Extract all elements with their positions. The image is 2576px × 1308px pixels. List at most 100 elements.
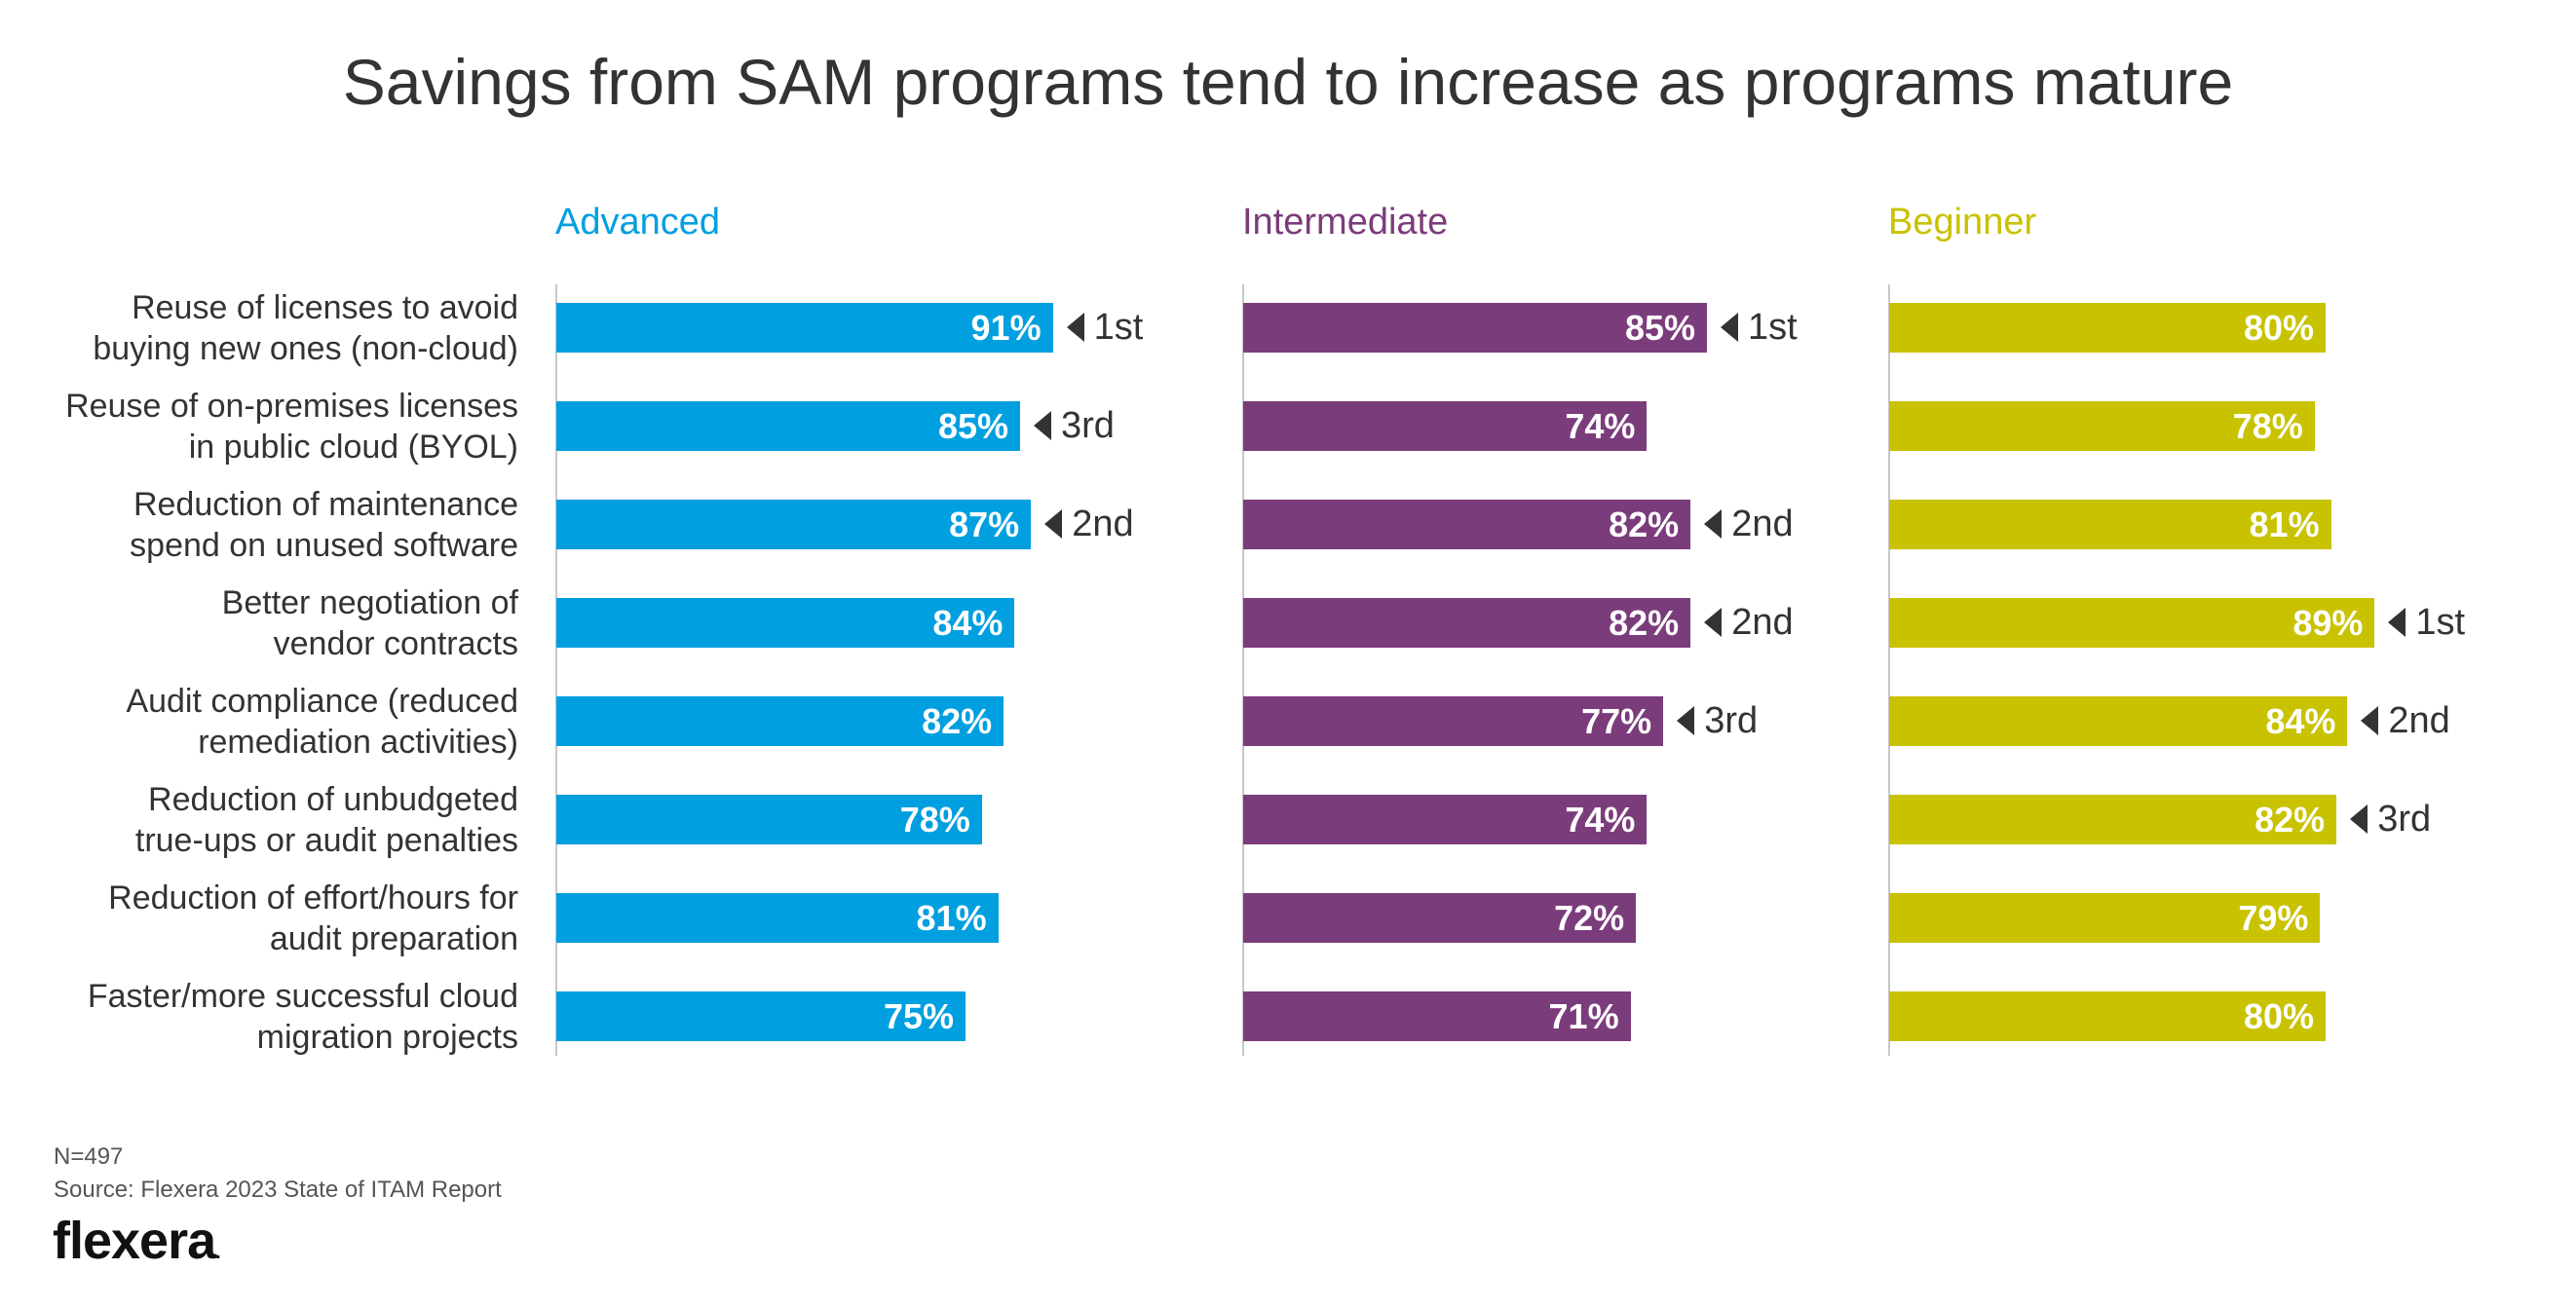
data-label: 81% (916, 898, 987, 938)
chart-title: Savings from SAM programs tend to increa… (342, 46, 2234, 118)
bar-beginner: 82% (1889, 795, 2337, 844)
logo-text: flexera (53, 1212, 216, 1270)
bar-beginner: 79% (1889, 893, 2321, 943)
bar-advanced: 85% (556, 401, 1020, 451)
category-label-line: Reuse of licenses to avoid (132, 289, 518, 326)
bar-intermediate: 77% (1243, 696, 1664, 746)
rank-arrow-icon (1066, 313, 1084, 342)
bar-advanced: 84% (556, 598, 1015, 648)
rank-label: 2nd (1731, 602, 1794, 643)
category-label: Reuse of licenses to avoid buying new one… (19, 287, 518, 369)
category-label-line: true-ups or audit penalties (134, 822, 518, 859)
category-label-line: remediation activities) (198, 724, 518, 761)
rank-arrow-icon (1721, 313, 1738, 342)
data-label: 89% (2292, 603, 2364, 643)
data-label: 78% (899, 800, 970, 840)
data-label: 81% (2249, 505, 2320, 544)
bar-intermediate: 82% (1243, 500, 1691, 549)
bar-intermediate: 72% (1243, 893, 1637, 943)
bar-beginner: 81% (1889, 500, 2331, 549)
category-label: Reduction of maintenance spend on unused … (19, 484, 518, 566)
data-label: 87% (949, 505, 1020, 544)
data-label: 82% (2254, 800, 2326, 840)
rank-arrow-icon (2350, 804, 2368, 834)
bar-intermediate: 82% (1243, 598, 1691, 648)
source-note: Source: Flexera 2023 State of ITAM Repor… (54, 1177, 502, 1203)
rank-arrow-icon (1044, 509, 1063, 539)
bar-advanced: 81% (556, 893, 999, 943)
data-label: 82% (1609, 603, 1680, 643)
category-label: Reuse of on-premises licenses in public c… (19, 386, 518, 467)
bar-beginner: 80% (1889, 303, 2326, 353)
rank-label: 2nd (2388, 700, 2450, 741)
rank-label: 2nd (1731, 504, 1794, 544)
category-label-line: Better negotiation of (221, 584, 518, 621)
data-label: 77% (1581, 701, 1652, 741)
panel-axis-line (555, 284, 557, 1056)
rank-arrow-icon (1034, 411, 1051, 440)
rank-label: 3rd (2377, 799, 2432, 840)
bar-intermediate: 74% (1243, 795, 1648, 844)
category-label-line: Faster/more successful cloud (87, 978, 518, 1015)
category-label-line: in public cloud (BYOL) (188, 429, 518, 466)
bar-beginner: 84% (1889, 696, 2348, 746)
bar-beginner: 89% (1889, 598, 2375, 648)
rank-label: 1st (2415, 602, 2466, 643)
rank-label: 1st (1093, 307, 1144, 348)
flexera-logo: flexera. (53, 1210, 221, 1284)
category-label-line: buying new ones (non-cloud) (93, 330, 518, 367)
bar-advanced: 82% (556, 696, 1004, 746)
data-label: 80% (2243, 308, 2314, 348)
panel-header-intermediate: Intermediate (1242, 202, 1449, 243)
category-label: Reduction of effort/hours for audit prepa… (19, 878, 518, 959)
panel-header-advanced: Advanced (555, 202, 721, 243)
bar-intermediate: 74% (1243, 401, 1648, 451)
rank-arrow-icon (1677, 706, 1695, 735)
rank-label: 3rd (1061, 405, 1115, 446)
data-label: 82% (1609, 505, 1680, 544)
data-label: 85% (937, 406, 1008, 446)
data-label: 84% (2265, 701, 2336, 741)
bar-advanced: 87% (556, 500, 1032, 549)
rank-arrow-icon (2388, 608, 2406, 637)
data-label: 71% (1548, 996, 1619, 1036)
category-label-line: Reduction of effort/hours for (108, 879, 518, 916)
data-label: 78% (2232, 406, 2303, 446)
data-label: 75% (883, 996, 954, 1036)
rank-label: 2nd (1072, 504, 1134, 544)
data-label: 74% (1565, 406, 1636, 446)
rank-arrow-icon (2361, 706, 2379, 735)
bar-beginner: 80% (1889, 991, 2326, 1041)
data-label: 79% (2238, 898, 2309, 938)
data-label: 91% (970, 308, 1042, 348)
category-label-line: Reuse of on-premises licenses (65, 388, 518, 425)
bar-intermediate: 85% (1243, 303, 1707, 353)
category-label: Audit compliance (reduced remediation act… (19, 681, 518, 763)
category-label-line: Audit compliance (reduced (126, 683, 518, 720)
category-label: Reduction of unbudgeted true-ups or audit… (19, 779, 518, 861)
category-label: Better negotiation of vendor contracts (19, 582, 518, 664)
rank-arrow-icon (1704, 608, 1723, 637)
panel-axis-line (1242, 284, 1244, 1056)
data-label: 74% (1565, 800, 1636, 840)
panel-header-beginner: Beginner (1888, 202, 2037, 243)
sample-size-note: N=497 (54, 1143, 124, 1170)
data-label: 82% (922, 701, 993, 741)
bar-beginner: 78% (1889, 401, 2315, 451)
bar-advanced: 91% (556, 303, 1053, 353)
rank-arrow-icon (1704, 509, 1723, 539)
category-label-line: migration projects (256, 1019, 518, 1056)
data-label: 85% (1624, 308, 1695, 348)
bar-advanced: 78% (556, 795, 982, 844)
rank-label: 1st (1748, 307, 1798, 348)
category-label-line: vendor contracts (273, 625, 518, 662)
category-label: Faster/more successful cloud migration pr… (19, 976, 518, 1058)
bar-intermediate: 71% (1243, 991, 1631, 1041)
data-label: 84% (932, 603, 1004, 643)
data-label: 80% (2243, 996, 2314, 1036)
rank-label: 3rd (1704, 700, 1759, 741)
logo-mark: . (215, 1242, 220, 1263)
category-label-line: Reduction of unbudgeted (148, 781, 518, 818)
data-label: 72% (1554, 898, 1625, 938)
panel-axis-line (1888, 284, 1890, 1056)
